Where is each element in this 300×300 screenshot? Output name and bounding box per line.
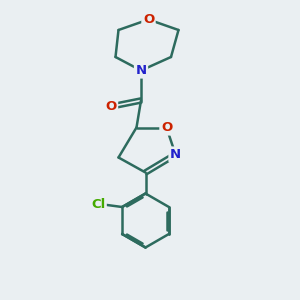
Text: Cl: Cl	[91, 197, 105, 211]
Text: N: N	[135, 64, 147, 77]
Text: O: O	[161, 121, 172, 134]
Text: N: N	[170, 148, 181, 161]
Text: O: O	[105, 100, 117, 113]
Text: O: O	[143, 13, 154, 26]
